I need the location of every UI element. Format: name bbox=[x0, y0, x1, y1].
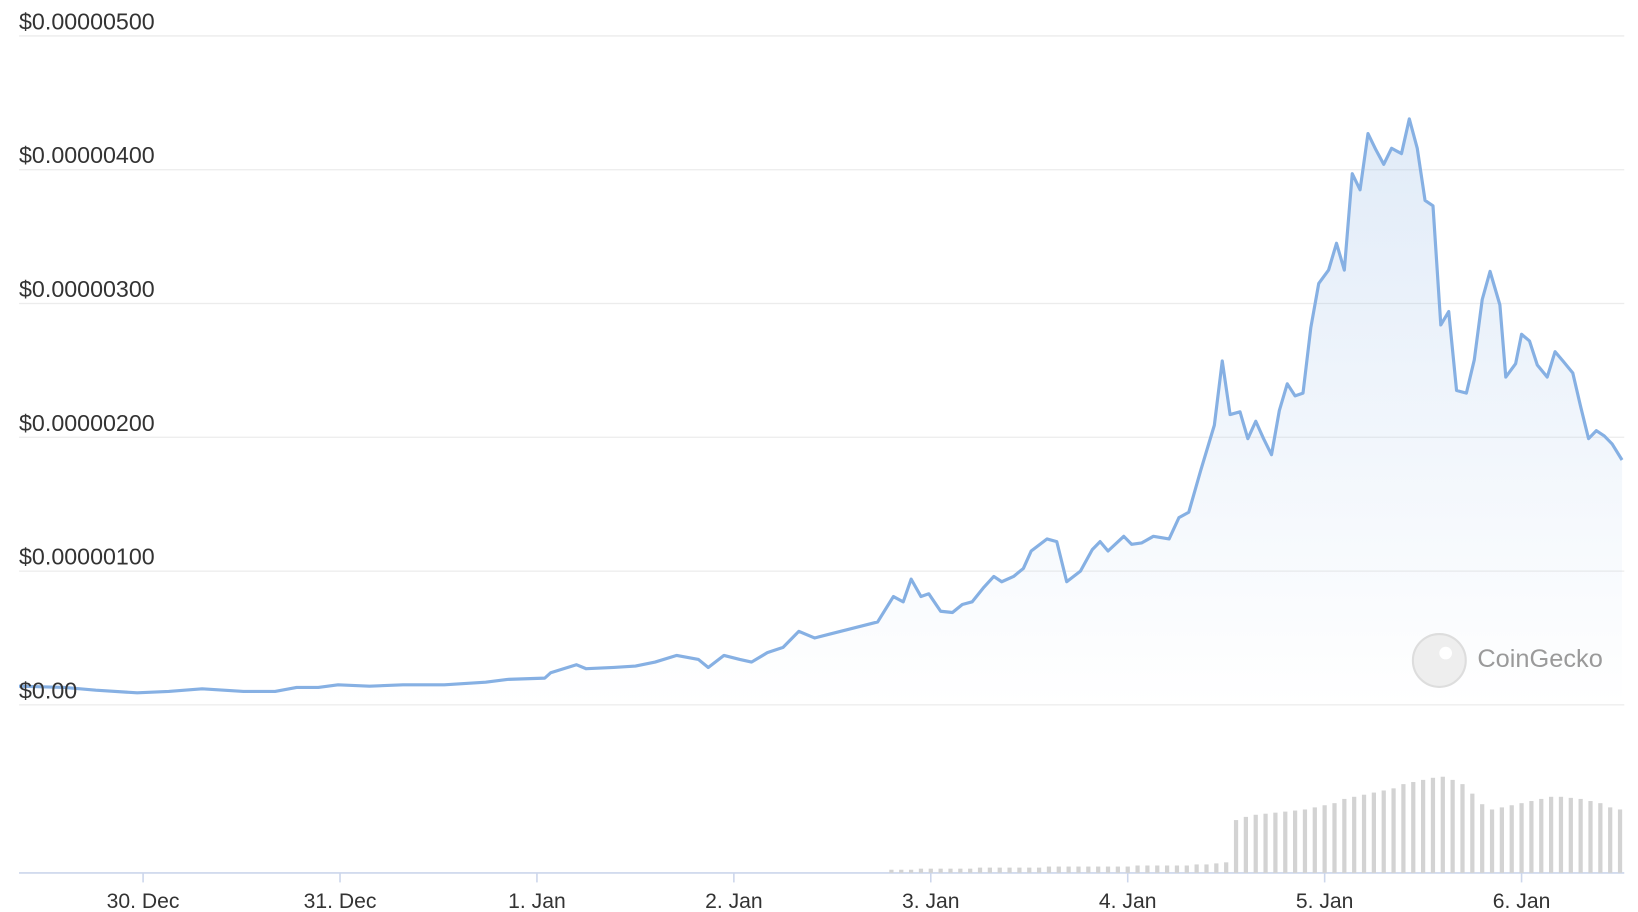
volume-bar bbox=[1588, 801, 1593, 873]
volume-bar bbox=[1342, 798, 1347, 873]
volume-bar bbox=[1184, 865, 1189, 873]
volume-bar bbox=[1401, 784, 1406, 873]
x-tick-label: 4. Jan bbox=[1099, 890, 1157, 912]
watermark-text: CoinGecko bbox=[1477, 645, 1602, 673]
volume-bar bbox=[1253, 814, 1258, 873]
volume-bar bbox=[1233, 820, 1239, 873]
price-line bbox=[18, 117, 1624, 695]
volume-bar bbox=[1381, 790, 1386, 873]
volume-bar bbox=[1263, 813, 1268, 873]
watermark-logo-eye bbox=[1439, 646, 1453, 660]
volume-bar bbox=[1214, 863, 1219, 873]
volume-bar bbox=[977, 867, 983, 873]
volume-bar bbox=[1243, 816, 1248, 873]
volume-bar bbox=[958, 868, 963, 873]
volume-bar bbox=[1450, 779, 1455, 873]
x-tick-label: 30. Dec bbox=[107, 890, 180, 912]
volume-bar bbox=[1194, 864, 1199, 873]
volume-bar bbox=[1204, 864, 1209, 873]
volume-bar bbox=[1499, 807, 1504, 873]
volume-bar bbox=[1480, 804, 1485, 873]
volume-bar bbox=[1598, 803, 1603, 873]
volume-bar bbox=[1273, 812, 1278, 873]
volume-bar bbox=[1174, 865, 1180, 873]
volume-bar bbox=[1420, 779, 1426, 873]
volume-bar bbox=[968, 868, 973, 873]
volume-bar bbox=[1539, 798, 1544, 873]
x-tick-label: 3. Jan bbox=[902, 890, 960, 912]
volume-bar bbox=[1164, 865, 1170, 873]
volume-bar bbox=[1302, 809, 1308, 873]
x-tick-label: 5. Jan bbox=[1296, 890, 1354, 912]
volume-bar bbox=[1509, 805, 1514, 873]
volume-bar bbox=[1017, 867, 1022, 873]
volume-bar bbox=[1027, 867, 1032, 873]
volume-bar bbox=[1145, 865, 1150, 873]
volume-bar bbox=[997, 867, 1002, 873]
volume-bar bbox=[1086, 866, 1091, 873]
volume-bar bbox=[1046, 866, 1052, 873]
y-tick-label: $0.00000300 bbox=[19, 276, 155, 302]
x-tick-label: 31. Dec bbox=[304, 890, 377, 912]
volume-bar bbox=[1076, 866, 1081, 873]
watermark-logo bbox=[1411, 633, 1467, 688]
y-tick-label: $0.00000100 bbox=[19, 544, 155, 570]
volume-bar bbox=[1460, 784, 1465, 873]
volume-bar bbox=[1007, 867, 1012, 873]
watermark: CoinGecko bbox=[1411, 633, 1603, 688]
volume-bar bbox=[1105, 866, 1111, 873]
volume-bar bbox=[1312, 807, 1317, 873]
volume-bar bbox=[899, 869, 904, 873]
y-tick-label: $0.00000500 bbox=[19, 8, 155, 34]
volume-bar bbox=[1519, 803, 1524, 873]
y-tick-label: $0.00000200 bbox=[19, 410, 155, 436]
volume-bar bbox=[1115, 866, 1120, 873]
volume-bar bbox=[1371, 792, 1376, 873]
volume-bar bbox=[1352, 796, 1357, 873]
volume-bar bbox=[1617, 809, 1623, 873]
volume-bar bbox=[1608, 807, 1613, 873]
x-tick-label: 1. Jan bbox=[508, 890, 566, 912]
volume-bar bbox=[1568, 797, 1573, 873]
volume-bar bbox=[1036, 867, 1042, 873]
volume-bar bbox=[1224, 862, 1229, 873]
volume-bar bbox=[1391, 788, 1396, 873]
volume-bar bbox=[928, 868, 933, 873]
volume-bar bbox=[1361, 794, 1367, 873]
volume-bar bbox=[938, 868, 943, 873]
y-tick-label: $0.00000400 bbox=[19, 142, 155, 168]
volume-bar bbox=[1470, 793, 1475, 873]
volume-bar bbox=[1322, 805, 1327, 873]
volume-bar bbox=[1283, 811, 1288, 873]
volume-bar bbox=[1430, 777, 1436, 873]
x-tick-label: 6. Jan bbox=[1493, 890, 1551, 912]
volume-bar bbox=[1578, 798, 1583, 873]
volume-bar bbox=[1332, 803, 1337, 873]
volume-bar bbox=[948, 868, 953, 873]
y-tick-label: $0.00 bbox=[19, 677, 77, 703]
volume-bar bbox=[908, 869, 914, 873]
volume-bar bbox=[1155, 865, 1160, 873]
volume-bar bbox=[1440, 776, 1445, 873]
volume-bar bbox=[1066, 866, 1071, 873]
volume-bar bbox=[1125, 866, 1130, 873]
volume-bar bbox=[1411, 782, 1416, 873]
volume-bar bbox=[889, 869, 894, 873]
volume-bar bbox=[1529, 801, 1534, 873]
price-area bbox=[19, 118, 1623, 705]
volume-bar bbox=[1489, 809, 1495, 873]
volume-bar bbox=[987, 867, 992, 873]
volume-bar bbox=[1056, 866, 1061, 873]
x-tick-label: 2. Jan bbox=[705, 890, 763, 912]
volume-bar bbox=[918, 868, 924, 873]
volume-bar bbox=[1135, 865, 1140, 873]
volume-bar bbox=[1292, 810, 1298, 873]
plot: 30. Dec 31. Dec 1. Jan 2. Jan 3. Jan 4. Jan 5.… bbox=[18, 8, 1625, 912]
volume-bar bbox=[1558, 796, 1564, 873]
volume-bar bbox=[1548, 796, 1554, 873]
volume-bar bbox=[1096, 866, 1101, 873]
